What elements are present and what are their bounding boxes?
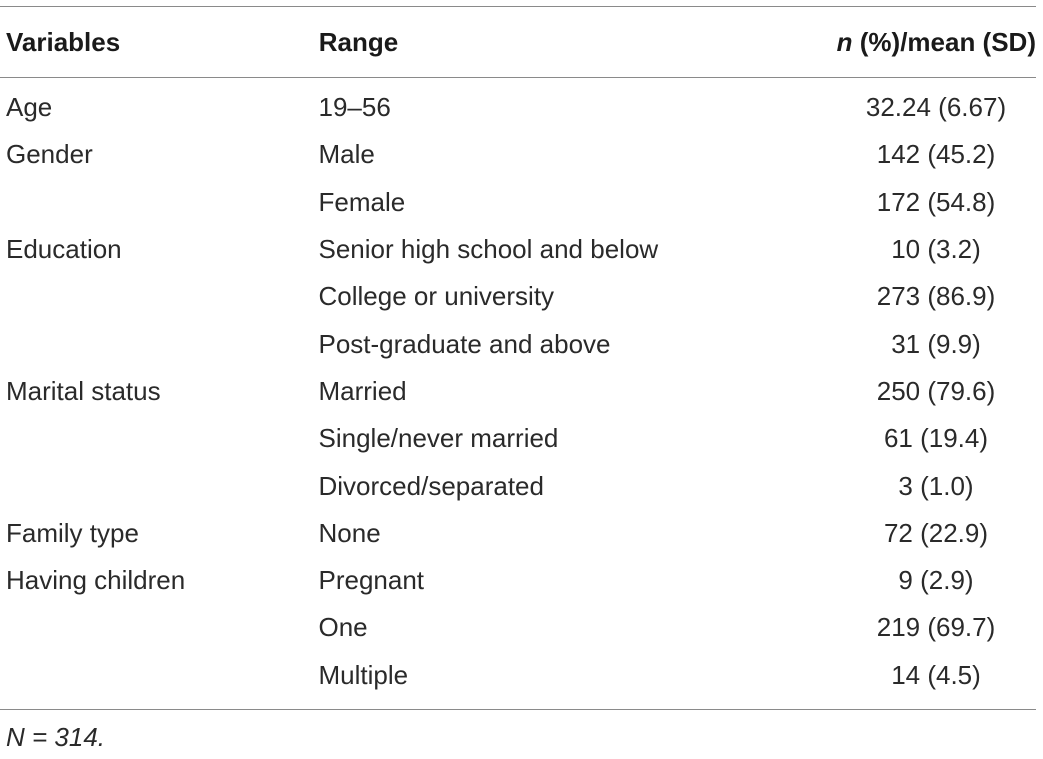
cell-value: 32.24 (6.67) <box>865 92 1007 123</box>
header-value: n (%)/mean (SD) <box>837 27 1036 58</box>
cell-variable: Marital status <box>6 375 161 406</box>
cell-range: Pregnant <box>318 565 425 596</box>
cell-variable: Age <box>6 92 53 123</box>
table-row: Post-graduate and above 31 (9.9) <box>0 320 1036 367</box>
cell-value-wrap: 72 (22.9) <box>836 518 1036 549</box>
cell-value-wrap: 10 (3.2) <box>836 234 1036 265</box>
cell-variable: Family type <box>6 517 139 548</box>
cell-range: Divorced/separated <box>318 470 544 501</box>
cell-value-wrap: 273 (86.9) <box>836 281 1036 312</box>
top-rule <box>0 6 1036 7</box>
table-header: Variables Range n (%)/mean (SD) <box>0 7 1036 77</box>
header-range: Range <box>318 26 399 57</box>
cell-variable: Education <box>6 234 122 265</box>
cell-value: 14 (4.5) <box>891 659 981 690</box>
cell-range: Multiple <box>318 659 409 690</box>
cell-range: Post-graduate and above <box>318 328 611 359</box>
cell-value-wrap: 9 (2.9) <box>836 565 1036 596</box>
table-row: Family type None 72 (22.9) <box>0 510 1036 557</box>
table-row: Female 172 (54.8) <box>0 179 1036 226</box>
cell-value: 142 (45.2) <box>876 139 996 170</box>
cell-value: 61 (19.4) <box>883 423 989 454</box>
cell-range: One <box>318 612 368 643</box>
cell-value-wrap: 142 (45.2) <box>836 139 1036 170</box>
table-row: College or university 273 (86.9) <box>0 273 1036 320</box>
table-footnote: N = 314. <box>6 721 106 752</box>
cell-range: 19–56 <box>318 92 391 123</box>
cell-variable: Having children <box>6 565 186 596</box>
cell-range: Married <box>318 375 407 406</box>
cell-value-wrap: 61 (19.4) <box>836 423 1036 454</box>
cell-value-wrap: 32.24 (6.67) <box>836 92 1036 123</box>
cell-value-wrap: 172 (54.8) <box>836 187 1036 218</box>
cell-value: 9 (2.9) <box>898 565 974 596</box>
table-body: Age 19–56 32.24 (6.67) Gender Male 142 (45.2)… <box>0 78 1036 709</box>
header-value-rest: (%)/mean (SD) <box>852 26 1036 57</box>
table-row: Gender Male 142 (45.2) <box>0 131 1036 178</box>
cell-range: Male <box>318 139 375 170</box>
demographics-table: Variables Range n (%)/mean (SD) Age 19–56… <box>0 6 1036 753</box>
cell-value-wrap: 219 (69.7) <box>836 612 1036 643</box>
table-row: Education Senior high school and below 10 … <box>0 226 1036 273</box>
header-variables: Variables <box>6 26 121 57</box>
cell-value-wrap: 14 (4.5) <box>836 660 1036 691</box>
cell-value: 72 (22.9) <box>883 517 989 548</box>
table-row: Marital status Married 250 (79.6) <box>0 368 1036 415</box>
cell-value: 10 (3.2) <box>891 234 981 265</box>
cell-range: Senior high school and below <box>318 234 659 265</box>
cell-value: 31 (9.9) <box>891 328 981 359</box>
cell-range: College or university <box>318 281 555 312</box>
cell-value-wrap: 31 (9.9) <box>836 329 1036 360</box>
table-row: Having children Pregnant 9 (2.9) <box>0 557 1036 604</box>
cell-range: Single/never married <box>318 423 559 454</box>
cell-value: 219 (69.7) <box>876 612 996 643</box>
cell-range: None <box>318 517 381 548</box>
table-row: Age 19–56 32.24 (6.67) <box>0 84 1036 131</box>
cell-variable: Gender <box>6 139 93 170</box>
table-row: Single/never married 61 (19.4) <box>0 415 1036 462</box>
cell-range: Female <box>318 186 406 217</box>
cell-value: 3 (1.0) <box>898 470 974 501</box>
cell-value: 172 (54.8) <box>876 186 996 217</box>
bottom-rule <box>0 708 1036 710</box>
header-value-n: n <box>836 26 853 57</box>
cell-value: 273 (86.9) <box>876 281 996 312</box>
cell-value-wrap: 250 (79.6) <box>836 376 1036 407</box>
header-rule <box>0 77 1036 78</box>
cell-value-wrap: 3 (1.0) <box>836 471 1036 502</box>
table-row: One 219 (69.7) <box>0 604 1036 651</box>
table-row: Multiple 14 (4.5) <box>0 652 1036 699</box>
cell-value: 250 (79.6) <box>876 375 996 406</box>
table-row: Divorced/separated 3 (1.0) <box>0 462 1036 509</box>
